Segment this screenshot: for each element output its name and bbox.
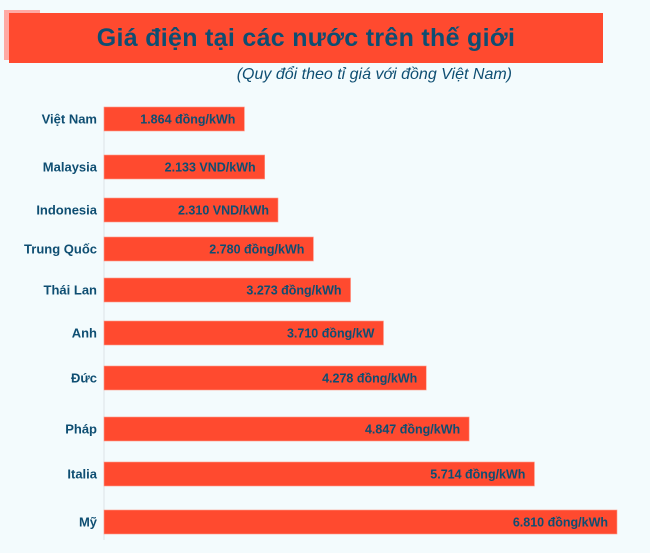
category-label: Indonesia: [36, 203, 97, 218]
category-label: Thái Lan: [44, 283, 98, 298]
bar: [103, 365, 427, 391]
bar: [103, 277, 351, 303]
data-label: 3.710 đồng/kW: [287, 327, 375, 341]
data-label: 3.273 đồng/kWh: [246, 284, 341, 298]
bar: [103, 197, 279, 223]
data-label: 4.278 đồng/kWh: [322, 372, 417, 386]
data-label: 2.310 VND/kWh: [178, 204, 269, 218]
category-label: Italia: [67, 467, 97, 482]
bar: [103, 509, 618, 535]
category-label: Mỹ: [79, 515, 98, 530]
bar: [103, 461, 535, 487]
data-label: 2.780 đồng/kWh: [209, 243, 304, 257]
bar: [103, 320, 384, 346]
bar: [103, 106, 245, 132]
category-label: Việt Nam: [42, 112, 97, 127]
category-label: Đức: [71, 371, 97, 386]
data-label: 2.133 VND/kWh: [165, 161, 256, 175]
category-label: Anh: [72, 326, 97, 341]
data-label: 6.810 đồng/kWh: [513, 516, 608, 530]
category-label: Pháp: [65, 422, 97, 437]
title-banner: Giá điện tại các nước trên thế giới: [9, 13, 603, 63]
category-label: Trung Quốc: [24, 242, 97, 257]
bar: [103, 236, 314, 262]
data-label: 1.864 đồng/kWh: [140, 113, 235, 127]
data-label: 5.714 đồng/kWh: [430, 468, 525, 482]
bar: [103, 416, 470, 442]
data-label: 4.847 đồng/kWh: [365, 423, 460, 437]
chart-title: Giá điện tại các nước trên thế giới: [96, 23, 516, 52]
category-label: Malaysia: [43, 160, 98, 175]
bar: [103, 154, 265, 180]
chart-subtitle: (Quy đổi theo tỉ giá với đồng Việt Nam): [236, 66, 512, 83]
